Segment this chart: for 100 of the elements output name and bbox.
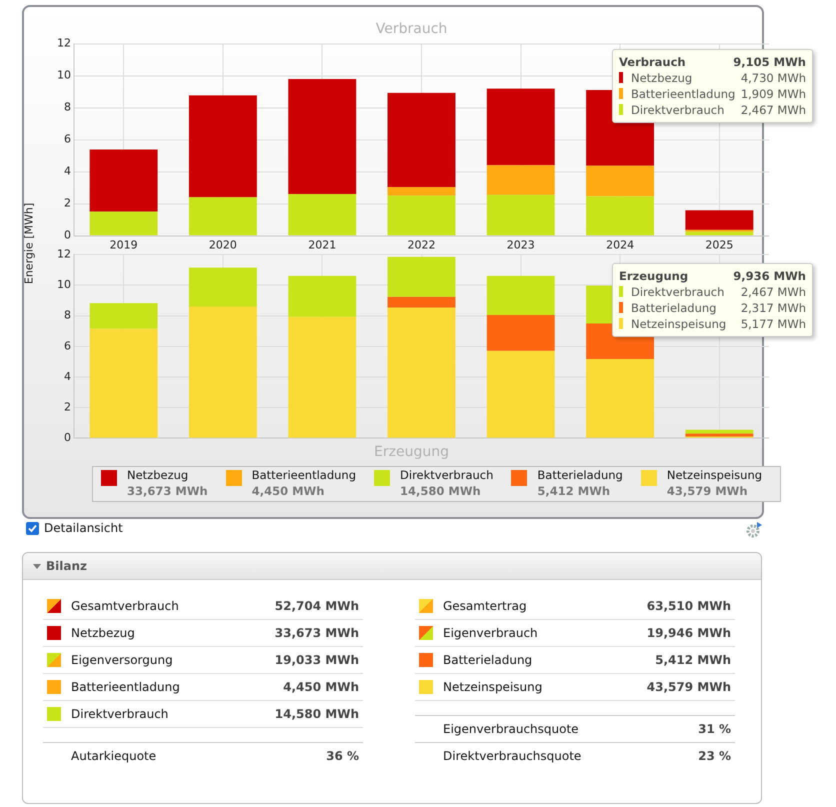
bar (685, 430, 754, 434)
bar (90, 303, 158, 329)
y-tick-label: 0 (64, 431, 71, 444)
annotation: 2,317 MWh (740, 300, 806, 316)
bar (188, 268, 257, 306)
annotation: 5,177 MWh (740, 316, 806, 332)
y-tick-label: 6 (64, 339, 71, 352)
y-tick-label: 12 (56, 247, 71, 260)
bar (188, 306, 257, 438)
text: Erzeugung (374, 444, 449, 460)
annotation: 9,936 MWh (733, 268, 806, 284)
text: Eigenversorgung (70, 653, 173, 667)
text: Netzbezug (127, 468, 188, 482)
x-tick-label: 2019 (110, 238, 138, 252)
bar (90, 212, 158, 236)
text: 52,704 MWh (274, 599, 359, 613)
y-tick-label: 12 (56, 36, 71, 50)
text: Batterieladung (442, 653, 532, 667)
x-tick-label: 2025 (705, 238, 734, 252)
legend-label: Batterieladung (630, 300, 716, 316)
chart-title: Verbrauch (376, 21, 448, 38)
y-axis-title: Energie [MWh] (22, 202, 36, 286)
annotation: 2,467 MWh (740, 284, 806, 300)
bar (486, 315, 555, 351)
text: 31 % (698, 722, 731, 736)
bar (388, 308, 456, 438)
bar (685, 434, 754, 437)
annotation: 9,105 MWh (733, 54, 806, 70)
bar (90, 150, 158, 212)
bar (388, 196, 456, 236)
annotation: Erzeugung (619, 268, 688, 284)
y-tick-label: 4 (64, 370, 71, 383)
y-tick-label: 0 (64, 228, 71, 242)
bar (188, 197, 257, 236)
bar (486, 194, 555, 236)
bar (586, 358, 654, 438)
text: Bilanz (23, 553, 761, 580)
x-tick-label: 2021 (308, 238, 336, 252)
text: 33,673 MWh (274, 626, 359, 640)
text: Eigenverbrauch (442, 626, 538, 640)
text: Autarkiequote (70, 749, 156, 763)
x-tick-label: 2024 (606, 238, 634, 252)
text: 5,412 MWh (655, 653, 731, 667)
bar (486, 88, 555, 166)
text: 36 % (326, 749, 359, 763)
y-tick-label: 6 (64, 132, 71, 146)
text: Gesamtertrag (442, 599, 527, 613)
bar (90, 328, 158, 438)
bar (685, 232, 754, 236)
bar (388, 296, 456, 308)
bar (188, 95, 257, 198)
bar (486, 165, 555, 195)
text: Detailansicht (43, 521, 123, 535)
text: Netzbezug (70, 626, 135, 640)
bar (288, 79, 356, 194)
text: 4,450 MWh (252, 483, 326, 499)
annotation: 2,467 MWh (740, 102, 806, 118)
text: Gesamtverbrauch (70, 599, 179, 613)
text: 19,946 MWh (646, 626, 731, 640)
text: Batterieladung (537, 468, 623, 482)
y-tick-label: 8 (64, 100, 71, 114)
y-tick-label: 8 (64, 308, 71, 322)
x-tick-label: 2022 (408, 238, 436, 252)
text: Eigenverbrauchsquote (442, 722, 579, 736)
bar (288, 316, 356, 438)
text: 14,580 MWh (400, 483, 482, 499)
text: Direktverbrauch (70, 707, 168, 721)
legend-label: Direktverbrauch (630, 102, 724, 118)
annotation: 1,909 MWh (740, 86, 806, 102)
bar (288, 194, 356, 236)
bar (486, 276, 555, 316)
text: Netzeinspeisung (666, 468, 762, 482)
legend-label: Netzbezug (630, 70, 692, 86)
bar (486, 350, 555, 438)
bar (388, 256, 456, 297)
bar (586, 196, 654, 236)
text: 63,510 MWh (646, 599, 731, 613)
y-tick-label: 2 (64, 196, 71, 210)
text: 43,579 MWh (666, 483, 749, 499)
bar (388, 187, 456, 196)
bar (388, 92, 456, 187)
annotation: Verbrauch (619, 54, 686, 70)
bar (685, 210, 754, 230)
annotation: 4,730 MWh (740, 70, 806, 86)
y-tick-label: 2 (64, 400, 71, 414)
text: 4,450 MWh (283, 680, 359, 694)
y-tick-label: 10 (56, 68, 71, 82)
legend-label: Batterieentladung (630, 86, 736, 102)
legend-label: Direktverbrauch (630, 284, 724, 300)
y-tick-label: 4 (64, 164, 71, 178)
text: Netzeinspeisung (442, 680, 542, 694)
text: 33,673 MWh (127, 483, 208, 499)
text: Direktverbrauch (400, 468, 494, 482)
text: Batterieentladung (252, 468, 356, 482)
text: 43,579 MWh (646, 680, 731, 694)
x-tick-label: 2020 (208, 238, 237, 252)
text: 14,580 MWh (274, 707, 359, 721)
text: Batterieentladung (70, 680, 180, 694)
text: 23 % (698, 749, 731, 763)
x-tick-label: 2023 (506, 238, 535, 252)
